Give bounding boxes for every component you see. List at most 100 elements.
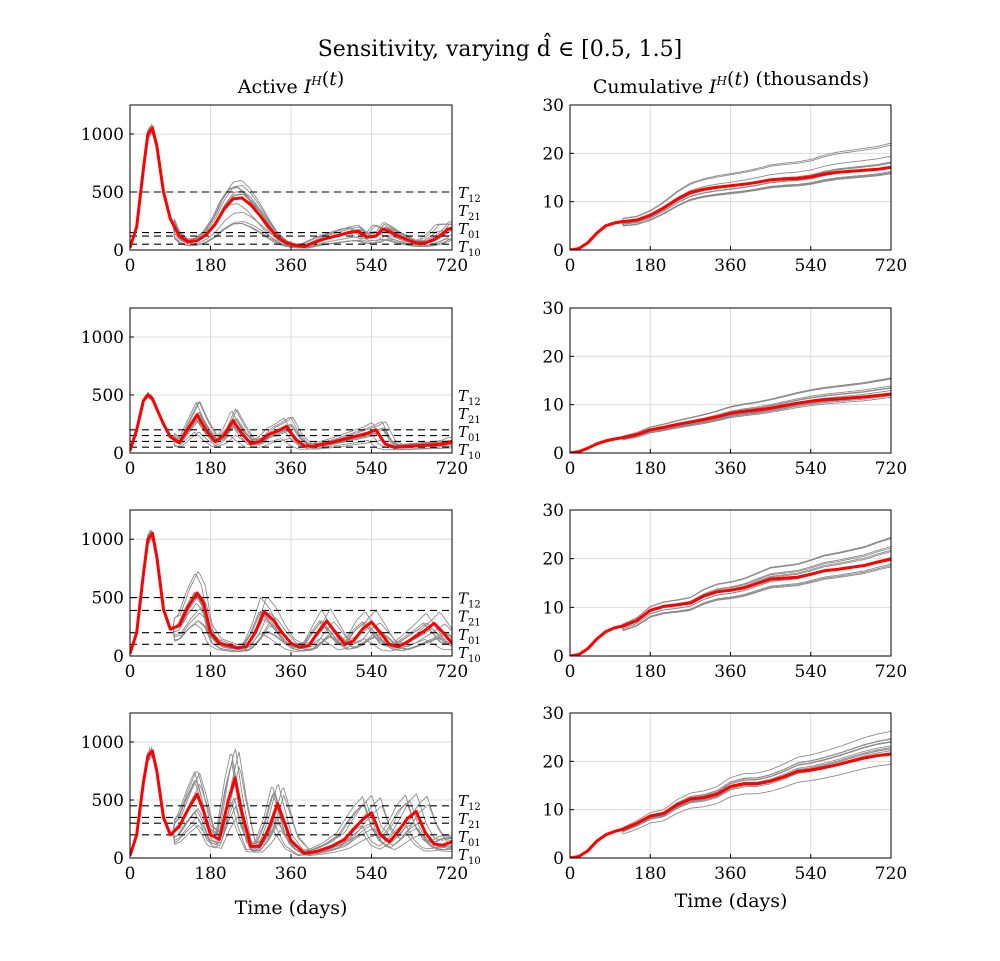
x-tick-label: 540 [355, 662, 387, 682]
x-tick-label: 360 [714, 662, 746, 682]
y-tick-label: 1000 [81, 328, 124, 348]
threshold-label-t10: T10 [458, 238, 481, 259]
threshold-label-t10: T10 [458, 441, 481, 462]
y-tick-label: 0 [553, 647, 564, 667]
highlight-series-line [570, 557, 891, 656]
x-tick-label: 720 [875, 662, 907, 682]
x-tick-label: 0 [565, 459, 576, 479]
y-tick-label: 500 [92, 386, 124, 406]
y-tick-label: 1000 [81, 733, 124, 753]
x-tick-label: 720 [436, 864, 468, 884]
y-tick-label: 20 [542, 347, 564, 367]
y-tick-label: 20 [542, 144, 564, 164]
threshold-label-t10: T10 [458, 644, 481, 665]
x-tick-label: 540 [795, 864, 827, 884]
x-tick-label: 0 [125, 864, 136, 884]
threshold-label-t10: T10 [458, 846, 481, 867]
y-tick-label: 0 [113, 241, 124, 261]
y-tick-label: 30 [542, 501, 564, 521]
ensemble-line [570, 730, 891, 858]
x-tick-label: 720 [436, 459, 468, 479]
x-tick-label: 0 [565, 662, 576, 682]
x-tick-label: 180 [634, 662, 666, 682]
threshold-label-t01: T01 [458, 828, 481, 849]
x-tick-label: 540 [795, 662, 827, 682]
x-tick-label: 720 [436, 256, 468, 276]
highlight-series-line [130, 749, 452, 857]
ensemble-line [130, 530, 452, 654]
y-tick-label: 10 [542, 193, 564, 213]
x-tick-label: 0 [565, 256, 576, 276]
y-tick-label: 0 [553, 849, 564, 869]
y-tick-label: 30 [542, 96, 564, 116]
y-tick-label: 0 [113, 849, 124, 869]
x-tick-label: 540 [795, 459, 827, 479]
threshold-label-t12: T12 [458, 590, 481, 611]
x-tick-label: 360 [714, 256, 746, 276]
threshold-label-t12: T12 [458, 184, 481, 205]
ensemble-line [570, 763, 891, 858]
y-tick-label: 1000 [81, 125, 124, 145]
column-title-active: Active IH(t) [237, 68, 345, 98]
threshold-label-t12: T12 [458, 387, 481, 408]
x-tick-label: 720 [436, 662, 468, 682]
y-tick-label: 30 [542, 299, 564, 319]
y-tick-label: 500 [92, 791, 124, 811]
y-tick-label: 500 [92, 183, 124, 203]
ensemble-line [130, 748, 452, 856]
y-tick-label: 0 [113, 647, 124, 667]
ensemble-line [130, 125, 452, 248]
x-tick-label: 540 [795, 256, 827, 276]
y-tick-label: 0 [113, 444, 124, 464]
x-tick-label: 540 [355, 256, 387, 276]
x-tick-label: 180 [194, 662, 226, 682]
ensemble-line [130, 747, 452, 856]
y-tick-label: 30 [542, 704, 564, 724]
threshold-label-t21: T21 [458, 405, 481, 426]
x-tick-label: 360 [714, 459, 746, 479]
ensemble-line [130, 529, 452, 654]
threshold-label-t21: T21 [458, 202, 481, 223]
y-tick-label: 10 [542, 598, 564, 618]
threshold-label-t12: T12 [458, 792, 481, 813]
y-tick-label: 20 [542, 752, 564, 772]
highlight-series-line [570, 165, 891, 250]
ensemble-line [570, 172, 891, 250]
ensemble-line [570, 142, 891, 250]
panel-row2-cumulative: 0 180 360 540 720 0 10 20 30 [542, 299, 907, 479]
x-tick-label: 720 [875, 459, 907, 479]
ensemble-line [570, 565, 891, 656]
y-tick-label: 0 [553, 241, 564, 261]
x-tick-label: 0 [125, 662, 136, 682]
x-axis-label-active: Time (days) [235, 897, 348, 919]
y-tick-label: 20 [542, 550, 564, 570]
column-title-cumulative: Cumulative IH(t) (thousands) [593, 68, 869, 98]
x-tick-label: 0 [125, 256, 136, 276]
x-tick-label: 0 [125, 459, 136, 479]
ensemble-line [130, 534, 452, 654]
x-tick-label: 180 [634, 864, 666, 884]
highlight-series-line [130, 393, 452, 452]
threshold-label-t01: T01 [458, 423, 481, 444]
threshold-label-t01: T01 [458, 626, 481, 647]
x-tick-label: 360 [275, 459, 307, 479]
x-tick-label: 360 [275, 256, 307, 276]
ensemble-line [570, 397, 891, 453]
x-tick-label: 180 [634, 256, 666, 276]
highlight-series-line [570, 392, 891, 453]
threshold-label-t21: T21 [458, 608, 481, 629]
panel-row1-cumulative: 0 180 360 540 720 0 10 20 30 [542, 96, 907, 276]
y-tick-label: 10 [542, 801, 564, 821]
ensemble-line [130, 748, 452, 856]
highlight-series-line [130, 531, 452, 655]
y-tick-label: 0 [553, 444, 564, 464]
x-tick-label: 360 [714, 864, 746, 884]
x-axis-label-cumulative: Time (days) [675, 890, 788, 912]
ensemble-line [570, 537, 891, 656]
x-tick-label: 720 [875, 256, 907, 276]
